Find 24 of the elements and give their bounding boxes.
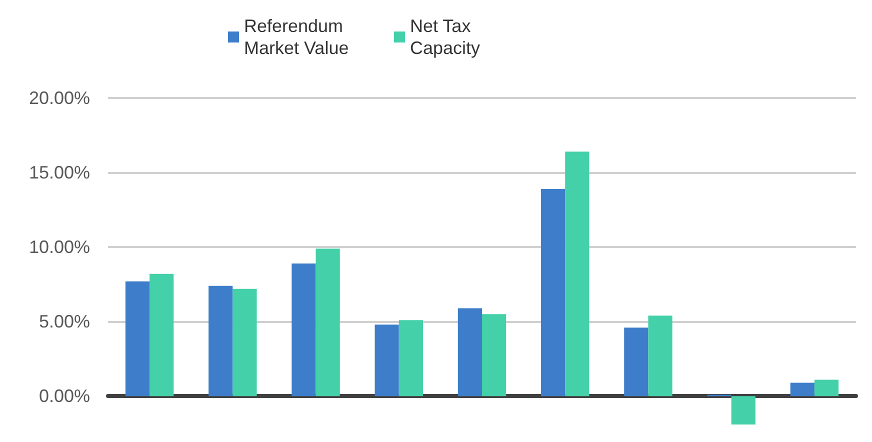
bar xyxy=(208,286,233,396)
bar xyxy=(232,288,257,396)
bar xyxy=(648,316,672,396)
y-tick-label: 20.00% xyxy=(28,88,90,108)
bar xyxy=(458,308,482,396)
bar xyxy=(482,314,506,396)
y-tick-label: 5.00% xyxy=(38,312,90,332)
bar xyxy=(374,324,399,396)
bar xyxy=(398,320,423,396)
bar xyxy=(150,274,174,396)
legend-label: Net Tax Capacity xyxy=(410,16,480,58)
y-tick-label: 15.00% xyxy=(28,162,90,183)
legend-label: Referendum Market Value xyxy=(244,16,349,58)
bar xyxy=(790,382,814,396)
bar xyxy=(541,188,566,396)
bar xyxy=(814,380,839,396)
y-tick-label: 0.00% xyxy=(38,386,90,406)
bar xyxy=(316,248,340,396)
bar xyxy=(125,281,150,396)
bar xyxy=(565,152,590,396)
y-tick-label: 10.00% xyxy=(28,237,90,258)
bar xyxy=(624,328,648,396)
bar xyxy=(731,396,756,425)
bar xyxy=(292,263,316,396)
